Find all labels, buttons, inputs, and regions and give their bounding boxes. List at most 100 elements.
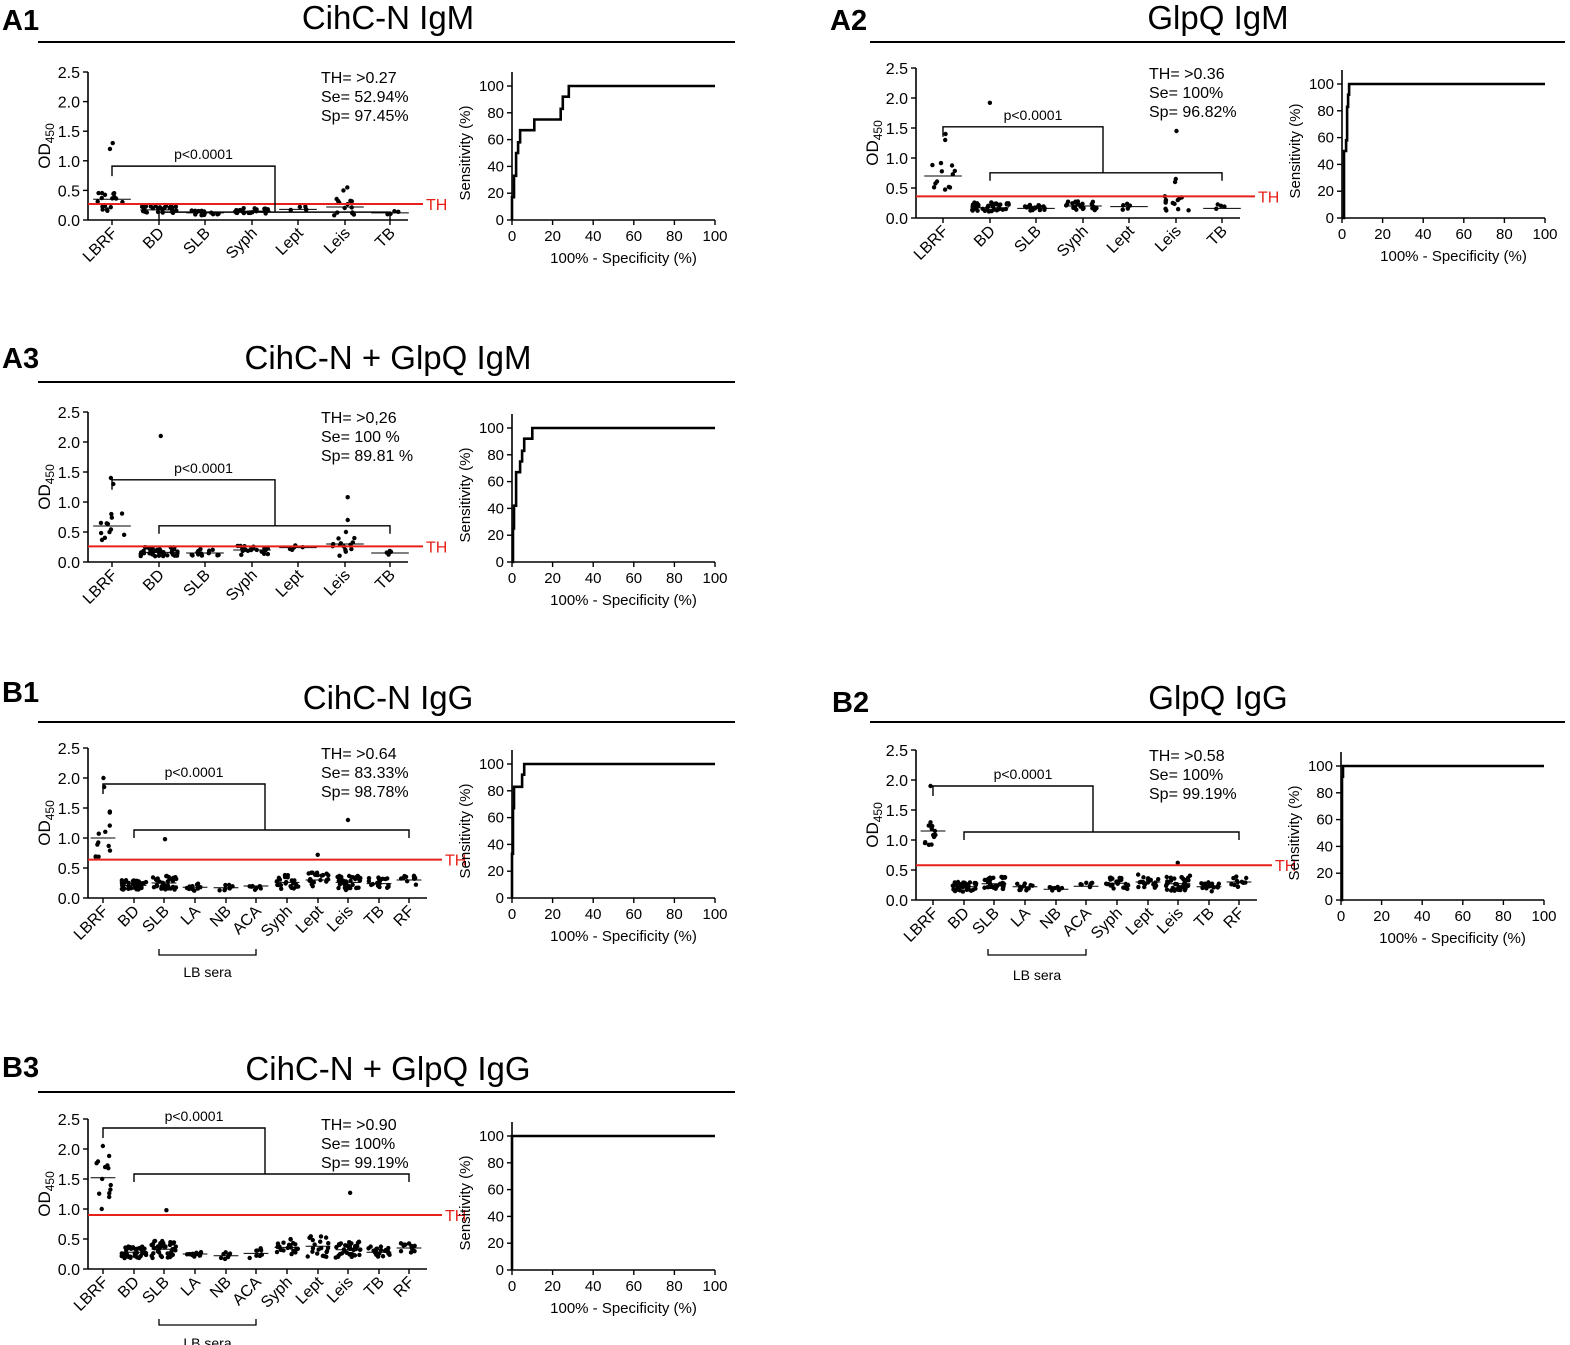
roc-y-tick-label: 100 — [479, 1128, 504, 1145]
series-slb — [981, 874, 1008, 892]
series-aca — [243, 883, 269, 893]
data-point — [166, 874, 172, 880]
data-point — [342, 1243, 348, 1248]
y-tick-label: 2.0 — [886, 773, 908, 790]
series-syph — [233, 206, 271, 216]
data-point — [1222, 204, 1227, 209]
data-point — [252, 887, 258, 893]
series-slb — [186, 208, 224, 218]
roc-x-tick-label: 60 — [625, 1278, 642, 1295]
x-tick-label: LA — [178, 903, 204, 929]
data-point — [931, 834, 937, 840]
roc-y-axis-label: Sensitivity (%) — [457, 105, 474, 200]
data-point — [119, 878, 125, 883]
data-point — [310, 1249, 315, 1254]
stat-line: Se= 100 % — [321, 429, 400, 446]
data-point — [943, 131, 948, 137]
y-axis-label-subscript: 450 — [43, 800, 57, 820]
roc-x-tick-label: 60 — [625, 228, 642, 245]
data-point — [1155, 877, 1161, 882]
roc-x-tick-label: 80 — [1495, 908, 1512, 925]
roc-x-tick-label: 80 — [666, 906, 683, 923]
data-point — [982, 885, 987, 890]
roc-y-tick-label: 80 — [487, 447, 504, 464]
data-point — [412, 1248, 417, 1254]
data-point — [336, 198, 341, 204]
x-tick-label: TB — [372, 225, 398, 251]
data-point — [1244, 875, 1249, 881]
data-point — [1185, 883, 1191, 888]
panel-a2: A2 GlpQ IgM 0.0 0.5 1.0 1.5 2.0 2.5 OD450 LBRF BD S… — [830, 0, 1565, 265]
p-value-label: p<0.0001 — [174, 460, 233, 476]
y-tick-label: 0.0 — [58, 555, 80, 572]
data-point — [952, 880, 957, 885]
data-point — [307, 1235, 312, 1241]
data-point — [973, 880, 978, 886]
y-tick-label: 0.0 — [58, 213, 80, 230]
data-point — [143, 1250, 149, 1256]
roc-plot: 0 20 40 60 80 100 0 20 40 60 80 100 100% - Specifici… — [1286, 752, 1557, 947]
data-point — [926, 842, 932, 848]
data-point — [1215, 202, 1220, 207]
y-axis-label-main: OD — [35, 143, 54, 169]
lb-sera-bracket — [158, 949, 257, 956]
panel-a3: A3 CihC-N + GlpQ IgM0.00.51.01.52.02.5OD4… — [2, 339, 735, 609]
roc-x-tick-label: 0 — [508, 570, 516, 587]
comparison-bracket — [158, 525, 391, 534]
series-nb — [213, 882, 239, 893]
y-axis-label-subscript: 450 — [871, 120, 885, 140]
data-point — [970, 207, 975, 213]
stat-line: Sp= 98.78% — [321, 784, 409, 801]
data-point — [408, 1250, 414, 1255]
x-tick-label: ACA — [230, 1274, 266, 1310]
stat-line: TH= >0.90 — [321, 1117, 397, 1134]
roc-y-axis-label: Sensitivity (%) — [1286, 785, 1303, 880]
roc-x-tick-label: 40 — [585, 1278, 602, 1295]
data-point — [392, 209, 397, 214]
y-tick-label: 0.5 — [886, 863, 908, 880]
data-point — [109, 511, 114, 517]
data-point — [95, 199, 100, 204]
data-point — [342, 205, 347, 211]
data-point — [970, 202, 976, 207]
series-tb — [366, 875, 392, 890]
data-point — [96, 1191, 102, 1196]
threshold-label: TH — [445, 1208, 466, 1225]
data-point — [99, 1206, 104, 1212]
data-point — [1172, 876, 1177, 881]
data-point — [326, 873, 331, 878]
data-point — [1164, 208, 1169, 213]
data-point — [975, 208, 980, 213]
roc-x-tick-label: 40 — [585, 906, 602, 923]
y-tick-label: 1.0 — [58, 154, 80, 171]
data-point — [111, 191, 117, 196]
y-tick-label: 1.5 — [886, 121, 908, 138]
stat-line: Se= 100% — [1149, 85, 1223, 102]
data-point — [108, 1182, 113, 1188]
roc-y-axis-label: Sensitivity (%) — [457, 1155, 474, 1250]
roc-x-tick-label: 60 — [625, 570, 642, 587]
data-point — [165, 553, 170, 558]
data-point — [289, 547, 295, 552]
data-point — [126, 1254, 131, 1259]
roc-plot: 0 20 40 60 80 100 0 20 40 60 80 100 100% - Specifici… — [1287, 70, 1558, 265]
roc-y-tick-label: 60 — [487, 474, 504, 491]
data-point — [375, 883, 381, 888]
series-nb — [1043, 884, 1069, 893]
panel-title: CihC-N IgG — [303, 679, 474, 716]
p-value-label: p<0.0001 — [165, 1108, 224, 1124]
threshold-label: TH — [1275, 858, 1296, 875]
data-point — [143, 879, 149, 885]
data-point — [928, 783, 933, 789]
roc-y-tick-label: 60 — [487, 132, 504, 149]
data-point — [337, 1242, 342, 1248]
data-point — [1216, 881, 1222, 886]
roc-y-tick-label: 0 — [496, 890, 504, 907]
series-leis — [335, 817, 363, 893]
data-point — [156, 553, 162, 558]
data-point — [199, 552, 204, 557]
roc-y-tick-label: 60 — [1317, 130, 1334, 147]
data-point — [1125, 886, 1130, 892]
x-tick-label: SLB — [139, 903, 172, 936]
stat-line: TH= >0.36 — [1149, 66, 1225, 83]
